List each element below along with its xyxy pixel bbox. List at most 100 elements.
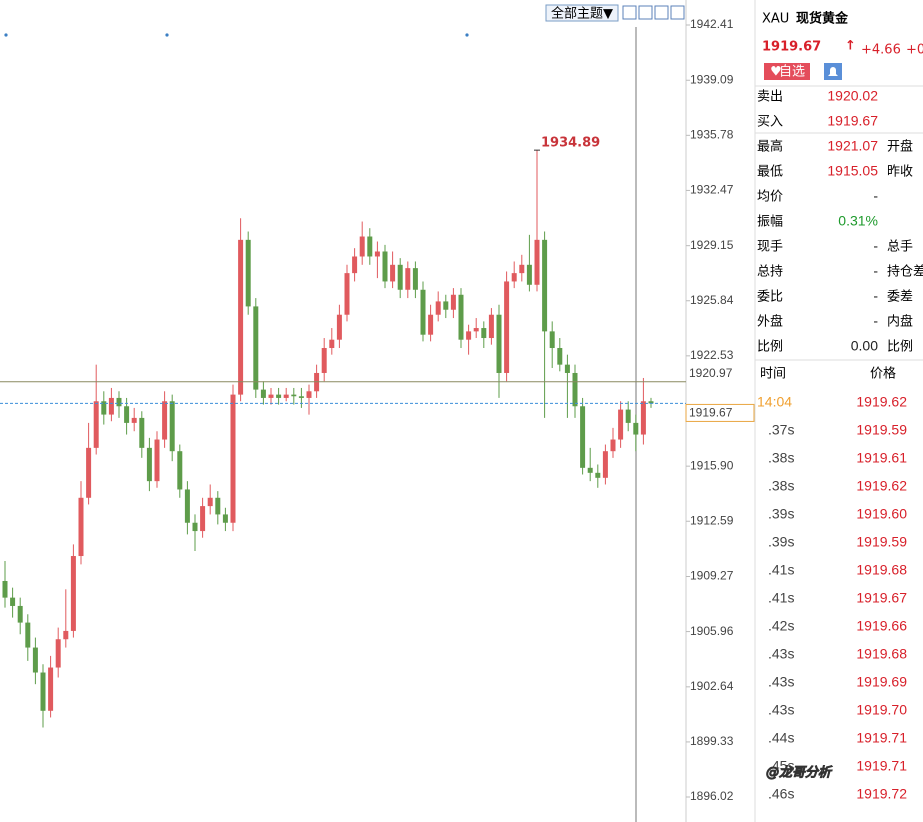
trade-price: 1919.68	[856, 646, 907, 662]
trade-time: .44s	[768, 730, 794, 746]
tool-icon[interactable]	[670, 5, 685, 20]
field-value: -	[873, 188, 878, 204]
candle-body	[177, 451, 183, 490]
candle-body	[268, 394, 274, 398]
tool-icon[interactable]	[638, 5, 653, 20]
y-tick-label: 1896.02	[690, 789, 734, 803]
field-value: 1915.05	[827, 163, 878, 179]
candle-body	[63, 630, 69, 640]
trade-time: 14:04	[757, 394, 792, 410]
candle-body	[215, 497, 221, 515]
trade-time: .38s	[768, 478, 794, 494]
candle-body	[336, 314, 342, 340]
candle-body	[595, 472, 601, 478]
trade-price: 1919.68	[856, 562, 907, 578]
candle-body	[397, 264, 403, 290]
y-tick-label: 1902.64	[690, 679, 734, 693]
trade-price: 1919.71	[856, 730, 907, 746]
candle-body	[86, 447, 92, 498]
y-tick-label: 1932.47	[690, 183, 734, 197]
trade-price: 1919.62	[856, 394, 907, 410]
candle-body	[101, 401, 107, 415]
candle-body	[253, 306, 259, 390]
field-value: -	[873, 313, 878, 329]
theme-button[interactable]	[545, 4, 619, 22]
candle-body	[78, 497, 84, 557]
field-value: 1921.07	[827, 138, 878, 154]
candle-body	[108, 397, 114, 415]
trade-price: 1919.66	[856, 618, 907, 634]
field-label: 现手	[757, 240, 783, 255]
y-tick-label: 1915.90	[690, 458, 734, 472]
candle-body	[184, 489, 190, 523]
candle-body	[443, 301, 449, 310]
y-tick-label: 1905.96	[690, 624, 734, 638]
heart-icon: ♥	[770, 65, 782, 80]
field-value: -	[873, 288, 878, 304]
change: +4.66	[861, 43, 901, 58]
candle-body	[602, 451, 608, 478]
field-label: 委比	[757, 290, 783, 305]
candle-body	[276, 394, 282, 398]
candle-body	[48, 667, 54, 711]
trade-price: 1919.60	[856, 506, 907, 522]
y-tick-label: 1912.59	[690, 513, 734, 527]
candle-body	[435, 301, 441, 315]
change-arrow: ↑	[845, 39, 856, 54]
candle-body	[610, 439, 616, 452]
trade-price: 1919.67	[856, 590, 907, 606]
candle-body	[32, 647, 38, 673]
candle-body	[116, 397, 122, 407]
trades-header: 价格	[870, 366, 896, 382]
trade-time: .37s	[768, 422, 794, 438]
candle-body	[260, 389, 266, 398]
candle-body	[352, 256, 358, 274]
candle-body	[557, 348, 563, 365]
field-label: 最高	[757, 139, 783, 155]
candle-body	[420, 289, 426, 335]
candle-body	[230, 394, 236, 523]
watch-button-label[interactable]: 自选	[779, 65, 805, 80]
candle-body	[169, 401, 175, 452]
trade-price: 1919.59	[856, 422, 907, 438]
candle-body	[564, 364, 570, 373]
bell-icon	[828, 67, 838, 76]
candle-body	[640, 401, 646, 435]
trade-price: 1919.69	[856, 674, 907, 690]
high-label: 1934.89	[541, 136, 600, 151]
watch-button[interactable]	[764, 63, 810, 80]
tool-icon[interactable]	[654, 5, 669, 20]
candle-body	[344, 273, 350, 315]
candle-body	[625, 409, 631, 423]
field-label: 内盘	[887, 314, 913, 330]
theme-button-label[interactable]: 全部主题▼	[551, 6, 613, 22]
candle-body	[504, 281, 510, 373]
candle-body	[488, 314, 494, 339]
trade-price: 1919.70	[856, 702, 907, 718]
candle-body	[139, 417, 145, 448]
candle-body	[458, 294, 464, 340]
candle-body	[93, 401, 99, 448]
candle-body	[329, 339, 335, 349]
candle-body	[17, 605, 23, 623]
candle-body	[283, 394, 289, 398]
field-label: 持仓差	[887, 265, 923, 280]
candle-body	[618, 409, 624, 440]
field-label: 总持	[757, 265, 783, 280]
y-tick-label: 1929.15	[690, 238, 734, 252]
field-label: 卖出	[757, 90, 783, 105]
candle-body	[238, 239, 244, 395]
tool-icon[interactable]	[622, 5, 637, 20]
trade-time: .43s	[768, 702, 794, 718]
candle-body	[542, 239, 548, 332]
field-label: 比例	[887, 340, 913, 355]
candle-body	[511, 273, 517, 282]
candle-body	[633, 422, 639, 435]
field-label: 买入	[757, 115, 783, 130]
candle-body	[496, 314, 502, 373]
toolbar-icons	[622, 5, 685, 20]
field-value: 0.31%	[838, 213, 878, 229]
field-label: 委差	[887, 290, 913, 305]
field-value: -	[873, 263, 878, 279]
